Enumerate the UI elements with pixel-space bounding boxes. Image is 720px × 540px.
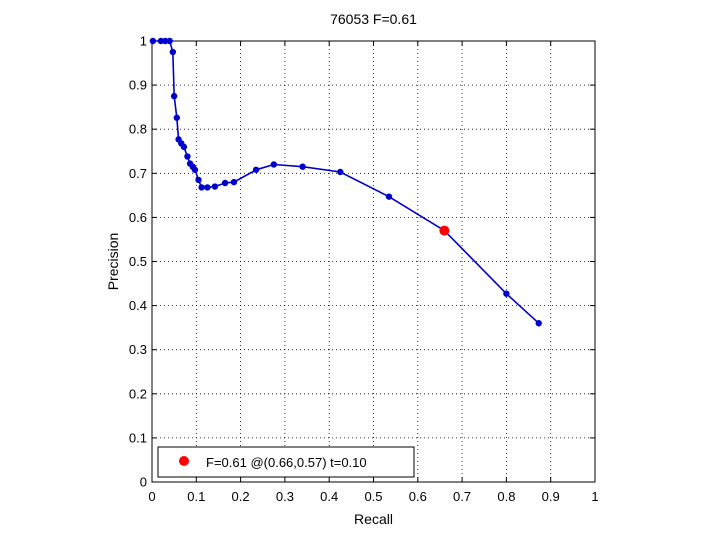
highlight-layer <box>439 225 450 236</box>
data-point <box>169 48 177 56</box>
data-point <box>149 37 157 45</box>
data-point <box>211 183 219 190</box>
data-point <box>230 178 238 186</box>
x-tick-label: 0.1 <box>187 489 205 504</box>
data-point <box>535 320 542 327</box>
data-point <box>270 161 278 168</box>
data-point <box>180 143 188 151</box>
data-point <box>198 184 205 191</box>
legend-marker <box>179 456 189 466</box>
y-tick-label: 0.4 <box>129 298 147 313</box>
x-tick-label: 0.3 <box>276 489 294 504</box>
x-tick-label: 0.6 <box>409 489 427 504</box>
data-point <box>252 166 260 173</box>
data-point <box>299 163 306 170</box>
x-tick-label: 0 <box>148 489 155 504</box>
data-point <box>503 290 510 297</box>
x-tick-label: 0.4 <box>320 489 338 504</box>
y-tick-label: 0.7 <box>129 166 147 181</box>
chart-title: 76053 F=0.61 <box>330 11 417 27</box>
data-point <box>204 184 211 191</box>
x-axis-title: Recall <box>354 511 393 527</box>
y-tick-label: 0.3 <box>129 342 147 357</box>
y-tick-label: 0.2 <box>129 386 147 401</box>
x-tick-label: 0.9 <box>542 489 560 504</box>
y-tick-label: 0.8 <box>129 122 147 137</box>
x-tick-label: 0.7 <box>453 489 471 504</box>
data-point <box>173 114 181 121</box>
data-point <box>184 153 191 160</box>
y-tick-label: 1 <box>140 34 147 49</box>
axis-ticks: 0 0.1 0.2 0.3 0.4 0.5 0.6 0.7 0.8 0.9 1 0 0.1 0.2 0.3 0… <box>129 34 599 505</box>
data-point <box>337 168 344 176</box>
x-tick-label: 0.2 <box>232 489 250 504</box>
series-layer <box>149 37 542 327</box>
legend: F=0.61 @(0.66,0.57) t=0.10 <box>157 446 415 478</box>
y-tick-label: 0.9 <box>129 78 147 93</box>
data-point <box>170 92 178 100</box>
data-point <box>195 176 202 184</box>
grid <box>152 41 595 482</box>
legend-box <box>157 446 415 478</box>
data-point <box>385 193 393 200</box>
data-point <box>162 37 169 45</box>
data-point <box>191 166 199 173</box>
x-tick-label: 1 <box>591 489 598 504</box>
best-f-point <box>439 225 450 236</box>
y-tick-label: 0 <box>140 475 147 490</box>
x-tick-label: 0.5 <box>364 489 382 504</box>
y-tick-label: 0.5 <box>129 254 147 269</box>
x-tick-label: 0.8 <box>497 489 515 504</box>
y-axis-title: Precision <box>105 233 121 291</box>
data-point <box>166 37 173 45</box>
series-line <box>152 40 540 324</box>
legend-label: F=0.61 @(0.66,0.57) t=0.10 <box>206 455 367 470</box>
y-tick-label: 0.1 <box>129 430 147 445</box>
y-tick-label: 0.6 <box>129 210 147 225</box>
data-point <box>157 37 165 45</box>
data-point <box>221 179 229 187</box>
